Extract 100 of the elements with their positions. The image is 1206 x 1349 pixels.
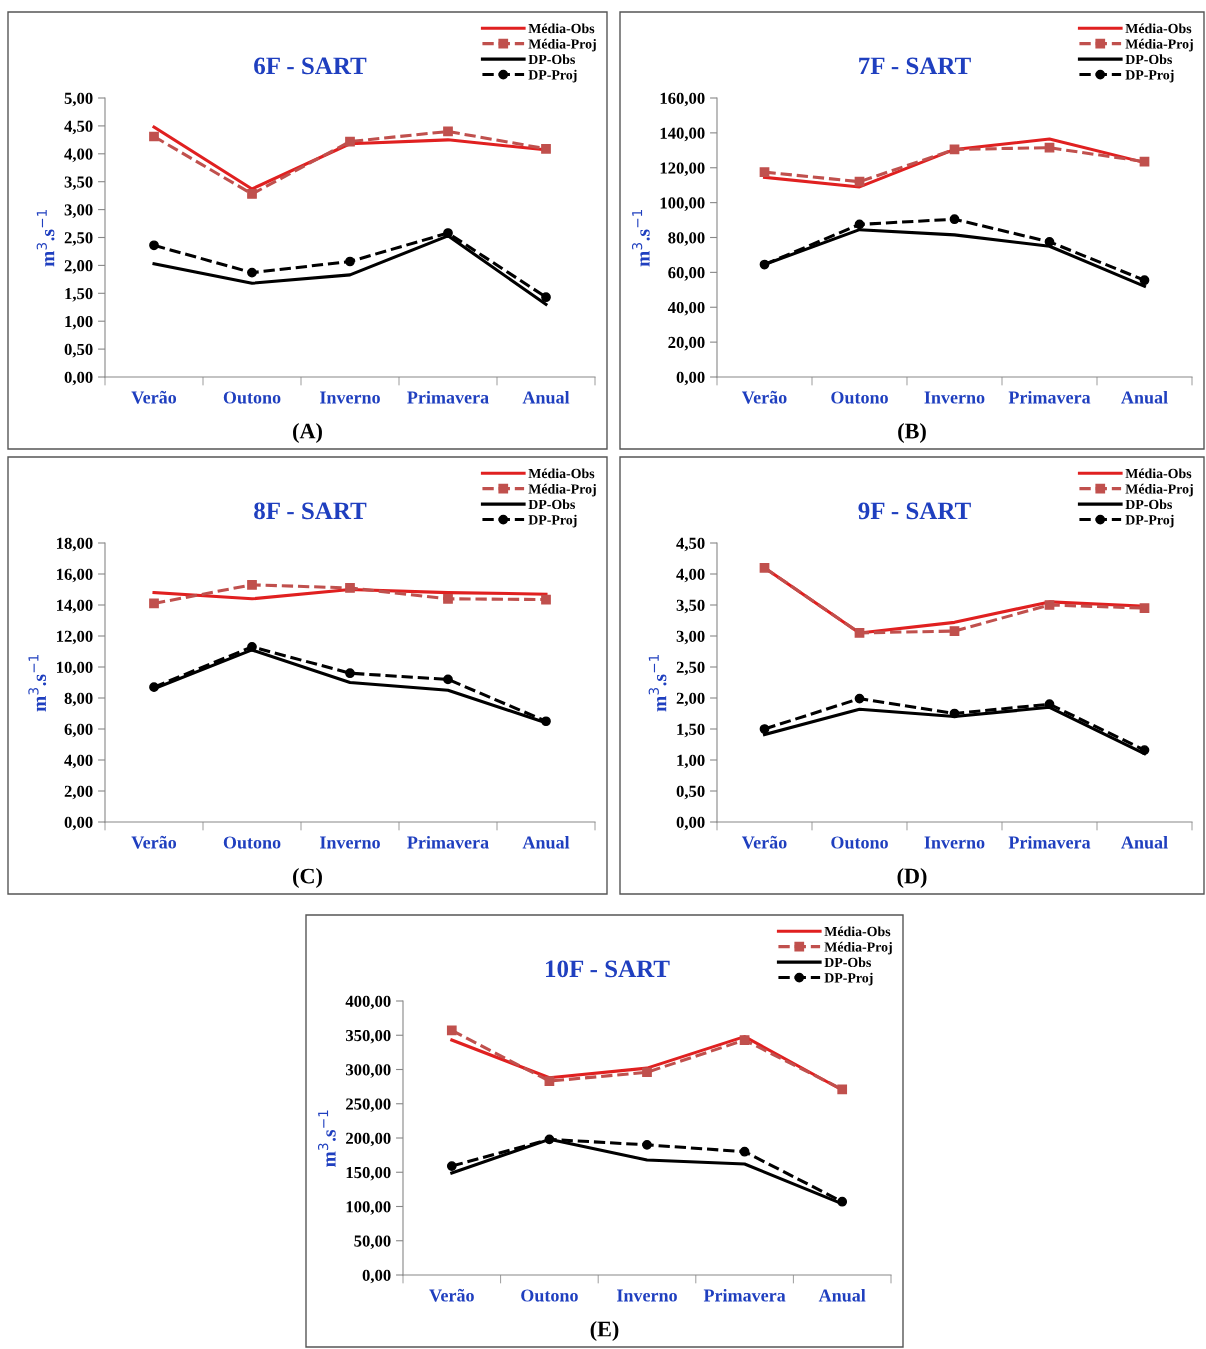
legend-label: Média-Proj (824, 941, 892, 955)
point (541, 143, 551, 154)
point (247, 267, 257, 278)
y-tick-label: 1,00 (65, 315, 93, 330)
legend-label: DP-Proj (824, 972, 873, 986)
point (837, 1084, 848, 1095)
y-tick-label: 3,50 (64, 176, 93, 191)
legend-label: DP-Proj (528, 514, 577, 528)
y-tick-label: 120,00 (660, 162, 705, 177)
point (1139, 156, 1150, 167)
point (345, 136, 355, 147)
legend-label: DP-Proj (1125, 514, 1174, 528)
y-tick-label: 16,00 (57, 568, 93, 583)
point (443, 674, 453, 685)
x-tick-label: Anual (1121, 390, 1168, 404)
point (149, 131, 159, 142)
text: (B) (898, 422, 926, 444)
legend-label: Média-Proj (1125, 483, 1193, 497)
point (443, 593, 453, 604)
point (544, 1134, 555, 1145)
y-axis-title: m$^{3}$.s$^{−1}$ (317, 1110, 336, 1167)
x-tick-label: Anual (1121, 835, 1168, 849)
point (949, 214, 960, 225)
legend-label: DP-Proj (528, 69, 577, 83)
y-tick-label: 12,00 (57, 630, 93, 645)
y-tick-label: 0,00 (676, 816, 705, 831)
y-tick-label: 20,00 (668, 336, 705, 351)
y-tick-label: 18,00 (57, 537, 93, 552)
point (541, 594, 551, 605)
y-tick-label: 2,00 (676, 692, 705, 707)
y-axis-title: m$^{3}$.s$^{−1}$ (28, 654, 47, 712)
x-tick-label: Verão (741, 390, 787, 404)
y-tick-label: 0,00 (362, 1269, 391, 1284)
point (247, 641, 257, 652)
y-tick-label: 1,00 (677, 754, 705, 769)
y-tick-label: 3,00 (676, 630, 705, 645)
x-tick-label: Primavera (1008, 390, 1091, 404)
y-tick-label: 50,00 (354, 1235, 391, 1250)
point (544, 1076, 555, 1087)
x-tick-label: Inverno (924, 836, 985, 849)
y-tick-label: 160,00 (660, 92, 705, 107)
x-tick-label: Outono (831, 836, 888, 849)
x-tick-label: Verão (741, 835, 787, 849)
point (345, 583, 355, 593)
point (247, 579, 257, 590)
y-tick-label: 0,50 (676, 785, 705, 800)
x-tick-label: Outono (223, 836, 281, 849)
y-tick-label: 14,00 (57, 599, 93, 614)
legend-label: Média-Obs (1125, 23, 1192, 34)
y-tick-label: 10,00 (57, 661, 93, 676)
x-tick-label: Primavera (1008, 835, 1091, 849)
point (446, 1161, 457, 1171)
y-axis-title: m$^{3}$.s$^{−1}$ (36, 209, 55, 267)
text: (C) (293, 867, 322, 889)
chart-title: 9F - SART (858, 502, 971, 520)
point (837, 1196, 848, 1207)
y-tick-label: 150,00 (346, 1166, 391, 1181)
y-tick-label: 350,00 (345, 1029, 391, 1044)
y-tick-label: 2,00 (64, 260, 93, 274)
point (759, 724, 770, 734)
point (949, 626, 960, 636)
y-tick-label: 3,50 (676, 599, 705, 614)
y-tick-label: 1,50 (65, 288, 93, 302)
y-tick-label: 2,50 (676, 661, 705, 676)
point (759, 562, 770, 573)
point (642, 1067, 652, 1078)
y-tick-label: 0,00 (64, 816, 93, 831)
x-tick-label: Primavera (407, 835, 489, 849)
point (854, 628, 865, 638)
legend-label: Média-Obs (824, 926, 891, 937)
y-tick-label: 2,00 (64, 785, 93, 800)
legend-label: Média-Obs (528, 23, 595, 34)
text: (E) (590, 1320, 619, 1342)
point (1044, 600, 1055, 610)
legend-label: DP-Obs (528, 499, 575, 510)
point (759, 167, 770, 177)
y-tick-label: 80,00 (668, 232, 705, 246)
legend-label: DP-Proj (1125, 69, 1174, 83)
legend-label: Média-Proj (528, 483, 596, 497)
y-axis-title: m$^{3}$.s$^{−1}$ (648, 654, 667, 712)
point (541, 716, 551, 727)
point (443, 228, 453, 238)
y-tick-label: 4,00 (676, 568, 705, 583)
y-tick-label: 2,50 (64, 232, 93, 246)
point (149, 682, 159, 693)
legend-label: DP-Obs (528, 54, 575, 65)
point (541, 292, 551, 303)
point (854, 219, 865, 230)
legend-label: Média-Proj (1125, 38, 1193, 52)
point (642, 1139, 652, 1150)
x-tick-label: Verão (131, 835, 177, 849)
point (1139, 275, 1150, 286)
text: (A) (293, 422, 322, 444)
point (345, 668, 355, 679)
point (949, 708, 960, 719)
x-tick-label: Primavera (703, 1288, 786, 1302)
point (1044, 236, 1055, 247)
y-tick-label: 0,00 (64, 371, 93, 386)
y-tick-label: 100,00 (346, 1201, 391, 1215)
point (1044, 142, 1055, 153)
